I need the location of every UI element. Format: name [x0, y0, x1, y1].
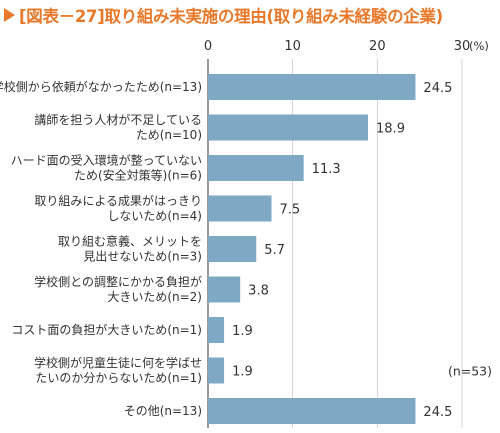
bar: [208, 357, 225, 384]
category-label: その他(n=13): [124, 404, 202, 418]
chart-title: [図表－27]取り組み未実施の理由(取り組み未経験の企業): [4, 3, 443, 27]
x-tick-label: 0: [204, 39, 212, 54]
bar: [208, 155, 304, 181]
bar: [208, 74, 416, 100]
data-label: 1.9: [232, 365, 253, 380]
category-label: 学校側から依頼がなかったため(n=13): [0, 79, 202, 94]
category-label: ため(安全対策等)(n=6): [74, 168, 202, 183]
data-label: 24.5: [423, 405, 452, 420]
data-label: 11.3: [312, 162, 341, 177]
unit-label: (%): [469, 39, 489, 53]
category-label: たいのか分からないため(n=1): [35, 371, 202, 385]
category-label: ため(n=10): [136, 128, 202, 142]
data-label: 5.7: [264, 243, 285, 258]
data-label: 18.9: [376, 122, 405, 137]
data-label: 3.8: [248, 284, 269, 299]
x-tick-label: 20: [369, 39, 386, 54]
bar: [208, 114, 369, 141]
category-label: 講師を担う人材が不足している: [34, 112, 202, 127]
category-label: 学校側が児童生徒に何を学ばせ: [34, 355, 202, 370]
category-label: 大きいため(n=2): [107, 290, 202, 304]
sample-size-note: (n=53): [448, 364, 492, 379]
data-label: 7.5: [280, 203, 301, 218]
category-label: 取り組みによる成果がはっきり: [34, 193, 202, 208]
bar: [208, 236, 257, 262]
x-tick-label: 10: [284, 39, 301, 54]
category-label: 取り組む意義、メリットを: [58, 234, 202, 249]
bar: [208, 195, 272, 222]
x-tick-label: 30: [454, 39, 471, 54]
bar: [208, 398, 416, 424]
category-label: ハード面の受入環境が整っていない: [11, 153, 202, 168]
triangle-marker-icon: [4, 8, 15, 22]
category-label: コスト面の負担が大きいため(n=1): [11, 322, 202, 337]
data-label: 24.5: [423, 81, 452, 96]
category-label: 学校側との調整にかかる負担が: [34, 274, 202, 289]
category-label: しないため(n=4): [107, 209, 202, 223]
data-label: 1.9: [232, 324, 253, 339]
chart-title-text: [図表－27]取り組み未実施の理由(取り組み未経験の企業): [19, 7, 443, 26]
bar: [208, 317, 225, 343]
category-label: 見出せないため(n=3): [83, 250, 202, 264]
bar: [208, 276, 241, 303]
